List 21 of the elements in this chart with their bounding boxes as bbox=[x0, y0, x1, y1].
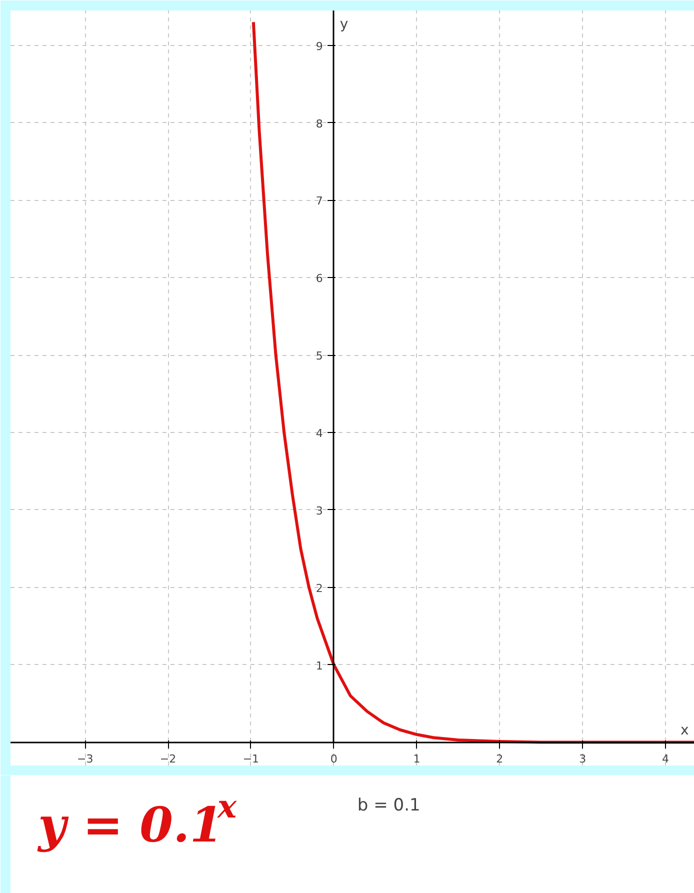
x-tick-label: −2 bbox=[160, 752, 176, 766]
y-tick-label: 2 bbox=[316, 582, 323, 595]
line-series bbox=[252, 20, 694, 744]
y-tick-label: 9 bbox=[316, 40, 323, 53]
y-tick-label: 3 bbox=[316, 504, 323, 518]
y-tick-label: 6 bbox=[316, 272, 323, 286]
x-tick-label: −1 bbox=[242, 752, 260, 766]
x-tick-label: 3 bbox=[579, 752, 586, 766]
y-tick-label: 5 bbox=[316, 350, 323, 363]
text: b = 0.1 bbox=[357, 796, 420, 816]
y-tick-label: 1 bbox=[316, 659, 323, 672]
x-axis-title: x bbox=[680, 722, 689, 738]
y-tick-label: 4 bbox=[316, 427, 323, 440]
x-tick-label: 4 bbox=[662, 752, 669, 766]
x-tick-label: 2 bbox=[496, 752, 504, 766]
x-tick-label: −3 bbox=[77, 752, 94, 766]
y-tick-label: 7 bbox=[316, 194, 323, 208]
x-tick-label: 0 bbox=[330, 752, 338, 766]
y-axis-title: y bbox=[340, 16, 348, 32]
y-tick-label: 8 bbox=[316, 117, 323, 130]
x-tick-label: 1 bbox=[413, 752, 420, 766]
